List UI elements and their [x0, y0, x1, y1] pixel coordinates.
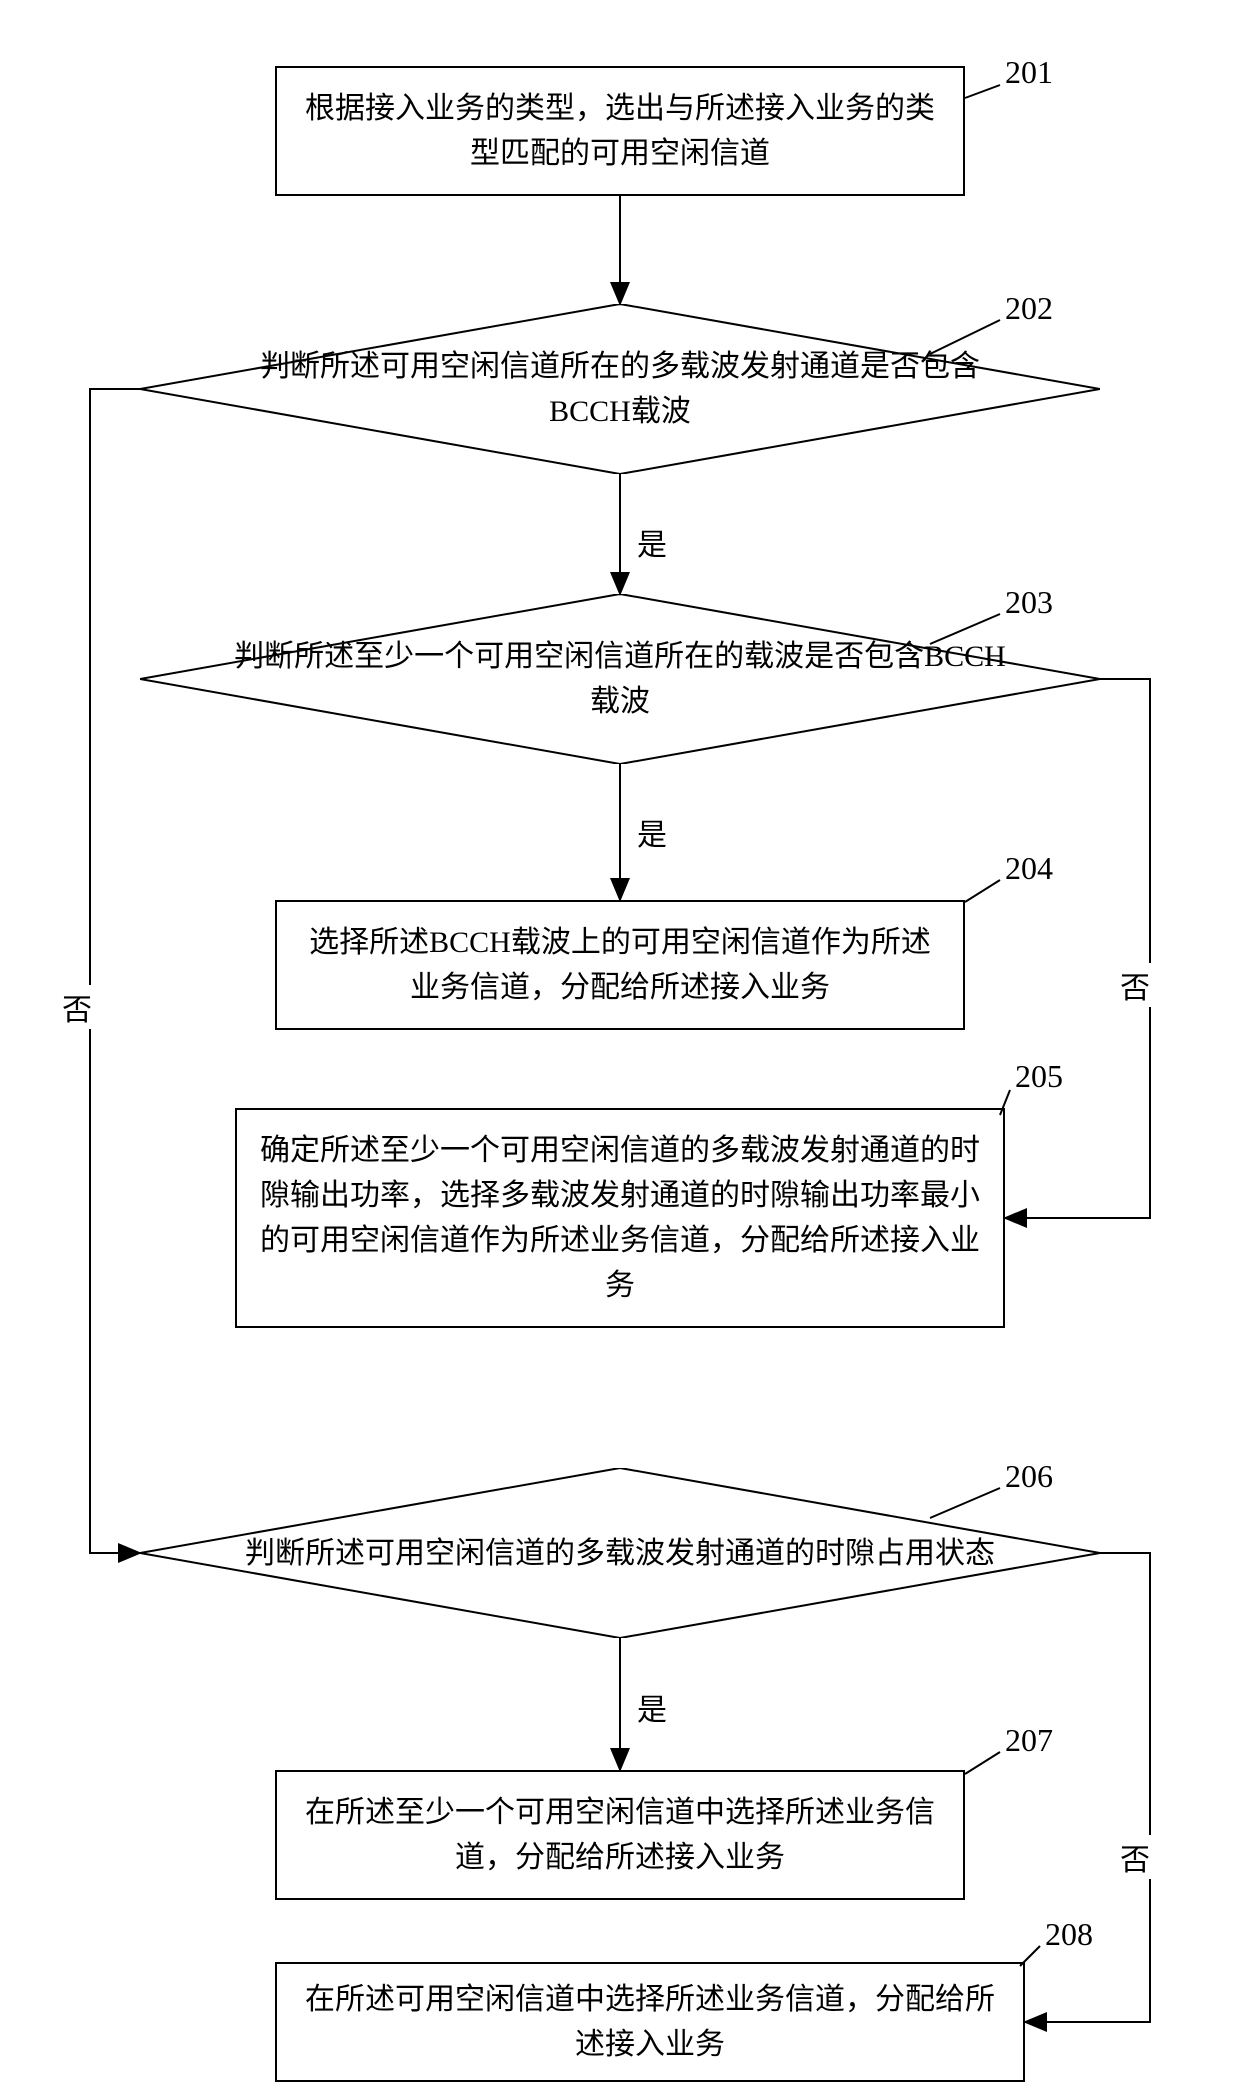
- node-206: 判断所述可用空闲信道的多载波发射通道的时隙占用状态: [140, 1468, 1100, 1638]
- node-201: 根据接入业务的类型，选出与所述接入业务的类型匹配的可用空闲信道: [275, 66, 965, 196]
- step-label-205: 205: [1015, 1058, 1063, 1095]
- edge-label-206-yes: 是: [635, 1685, 669, 1729]
- edge-label-203-yes: 是: [635, 810, 669, 854]
- edge-label-202-no: 否: [60, 985, 94, 1029]
- node-208: 在所述可用空闲信道中选择所述业务信道，分配给所述接入业务: [275, 1962, 1025, 2082]
- step-label-203: 203: [1005, 584, 1053, 621]
- node-208-text: 在所述可用空闲信道中选择所述业务信道，分配给所述接入业务: [297, 1977, 1003, 2067]
- node-206-text: 判断所述可用空闲信道的多载波发射通道的时隙占用状态: [245, 1531, 995, 1576]
- node-203-text: 判断所述至少一个可用空闲信道所在的载波是否包含BCCH载波: [230, 634, 1010, 724]
- node-204-text: 选择所述BCCH载波上的可用空闲信道作为所述业务信道，分配给所述接入业务: [297, 920, 943, 1010]
- edge-label-206-no: 否: [1118, 1835, 1152, 1879]
- node-203: 判断所述至少一个可用空闲信道所在的载波是否包含BCCH载波: [140, 594, 1100, 764]
- step-label-208: 208: [1045, 1916, 1093, 1953]
- step-label-206: 206: [1005, 1458, 1053, 1495]
- edge-label-203-no: 否: [1118, 963, 1152, 1007]
- flowchart-canvas: 根据接入业务的类型，选出与所述接入业务的类型匹配的可用空闲信道 201 判断所述…: [0, 0, 1240, 2093]
- node-204: 选择所述BCCH载波上的可用空闲信道作为所述业务信道，分配给所述接入业务: [275, 900, 965, 1030]
- node-201-text: 根据接入业务的类型，选出与所述接入业务的类型匹配的可用空闲信道: [297, 86, 943, 176]
- node-205-text: 确定所述至少一个可用空闲信道的多载波发射通道的时隙输出功率，选择多载波发射通道的…: [257, 1128, 983, 1308]
- step-label-204: 204: [1005, 850, 1053, 887]
- node-207-text: 在所述至少一个可用空闲信道中选择所述业务信道，分配给所述接入业务: [297, 1790, 943, 1880]
- node-202: 判断所述可用空闲信道所在的多载波发射通道是否包含BCCH载波: [140, 304, 1100, 474]
- edge-label-202-yes: 是: [635, 520, 669, 564]
- node-205: 确定所述至少一个可用空闲信道的多载波发射通道的时隙输出功率，选择多载波发射通道的…: [235, 1108, 1005, 1328]
- step-label-202: 202: [1005, 290, 1053, 327]
- node-207: 在所述至少一个可用空闲信道中选择所述业务信道，分配给所述接入业务: [275, 1770, 965, 1900]
- step-label-207: 207: [1005, 1722, 1053, 1759]
- node-202-text: 判断所述可用空闲信道所在的多载波发射通道是否包含BCCH载波: [230, 344, 1010, 434]
- step-label-201: 201: [1005, 54, 1053, 91]
